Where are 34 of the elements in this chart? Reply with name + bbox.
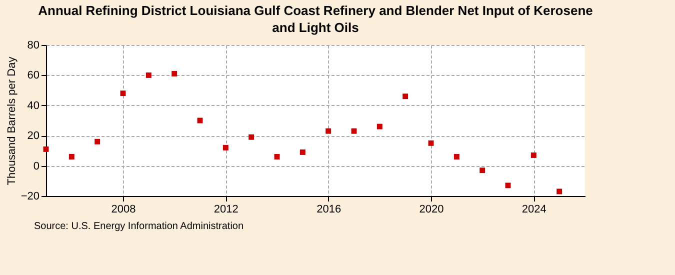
- y-tick-label: 40: [27, 100, 40, 112]
- point: [428, 140, 434, 146]
- x-tick-label: 2016: [316, 204, 342, 216]
- y-tick-label: −20: [20, 190, 40, 202]
- point: [530, 152, 536, 158]
- y-tick-label: 0: [33, 160, 40, 172]
- point: [248, 134, 254, 140]
- source-note: Source: U.S. Energy Information Administration: [34, 221, 245, 232]
- y-tick-label: 20: [27, 130, 40, 142]
- point: [146, 72, 152, 78]
- point: [376, 124, 382, 130]
- x-tick-label: 2024: [522, 204, 546, 216]
- point: [43, 146, 49, 152]
- point: [505, 182, 511, 188]
- point: [68, 154, 74, 160]
- x-tick-label: 2020: [419, 204, 444, 216]
- point: [454, 154, 460, 160]
- point: [556, 188, 562, 194]
- point: [480, 168, 486, 174]
- x-tick-label: 2008: [111, 204, 136, 216]
- y-axis-title: Thousand Barrels per Day: [6, 56, 18, 186]
- point: [402, 94, 408, 100]
- point: [172, 70, 178, 76]
- x-tick-label: 2012: [214, 204, 238, 216]
- point: [351, 128, 357, 134]
- y-tick-label: 60: [27, 70, 40, 82]
- point: [120, 90, 126, 96]
- point: [274, 154, 280, 160]
- point: [300, 149, 306, 155]
- chart-title: Annual Refining District Louisiana Gulf Coast Refinery and Blender Net Input of Kerosene and Light Oils: [38, 3, 593, 35]
- point: [326, 128, 332, 134]
- point: [222, 144, 228, 150]
- y-tick-label: 80: [27, 40, 40, 52]
- point: [94, 138, 100, 144]
